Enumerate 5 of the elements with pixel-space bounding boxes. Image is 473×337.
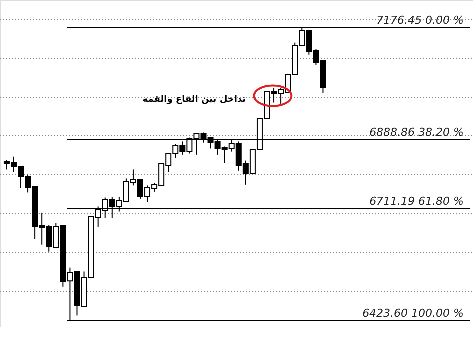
- ref-line-label: 7176.45 0.00 %: [376, 14, 464, 27]
- ref-line-label: 6711.19 61.80 %: [370, 194, 464, 208]
- ref-line-label: 6888.86 38.20 %: [370, 126, 464, 139]
- annotation: تداخل بين القاع والقمه: [142, 95, 246, 105]
- ref-line-label: 6423.60 100.00 %: [362, 306, 464, 320]
